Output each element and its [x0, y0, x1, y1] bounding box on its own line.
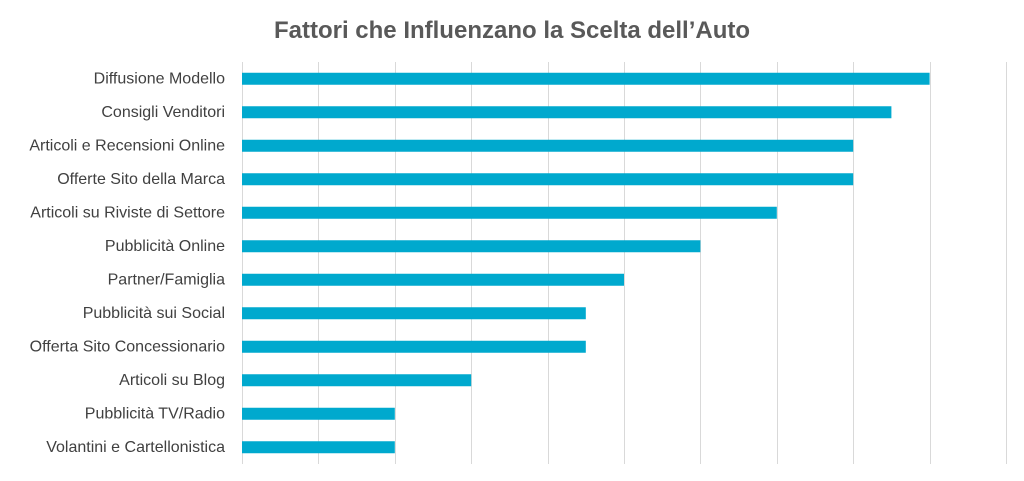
bar — [242, 307, 586, 320]
bar — [242, 374, 472, 387]
bar — [242, 441, 395, 454]
category-label: Pubblicità Online — [105, 238, 225, 255]
category-label: Partner/Famiglia — [108, 271, 225, 288]
bar — [242, 240, 701, 253]
category-label: Pubblicità sui Social — [83, 305, 225, 322]
bar — [242, 340, 586, 353]
gridlines — [242, 62, 1007, 464]
category-label: Offerta Sito Concessionario — [30, 338, 225, 355]
bar — [242, 72, 930, 85]
bar — [242, 139, 854, 152]
category-label: Articoli e Recensioni Online — [29, 137, 225, 154]
category-label: Articoli su Blog — [119, 372, 225, 389]
category-label: Diffusione Modello — [94, 70, 225, 87]
chart-title: Fattori che Influenzano la Scelta dell’A… — [274, 17, 750, 44]
bar — [242, 206, 777, 219]
bar — [242, 407, 395, 420]
category-labels: Diffusione Modello Consigli Venditori Arti… — [29, 70, 225, 456]
bar — [242, 106, 892, 119]
category-label: Pubblicità TV/Radio — [85, 405, 225, 422]
bar — [242, 273, 624, 286]
bars — [242, 72, 930, 454]
bar — [242, 173, 854, 186]
category-label: Articoli su Riviste di Settore — [30, 204, 225, 221]
category-label: Offerte Sito della Marca — [57, 171, 225, 188]
category-label: Consigli Venditori — [101, 104, 225, 121]
category-label: Volantini e Cartellonistica — [46, 439, 225, 456]
